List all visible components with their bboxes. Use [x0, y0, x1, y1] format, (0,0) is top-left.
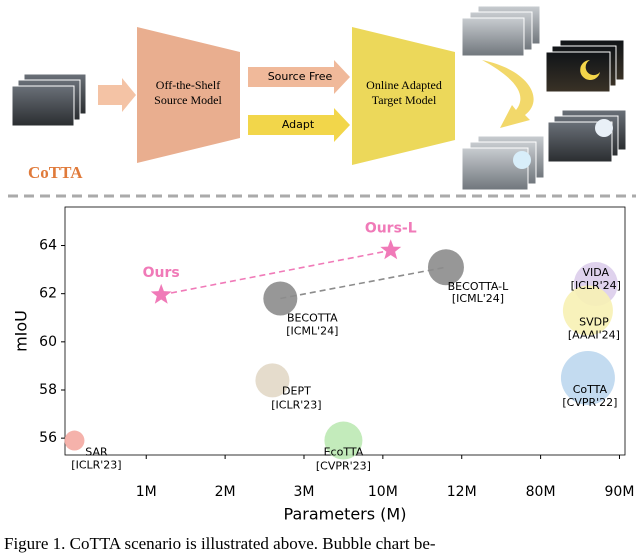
x-tick-label: 1M — [136, 484, 157, 500]
source-model-fo: Off-the-Shelf Source Model — [154, 78, 222, 107]
cycle-arrow — [482, 60, 534, 128]
trend-line — [280, 266, 447, 300]
star-marker — [150, 283, 172, 304]
point-label: Ours — [143, 265, 180, 281]
y-axis-label: mIoU — [12, 310, 31, 352]
y-tick-label: 64 — [39, 238, 57, 254]
source-free-arrow — [248, 60, 350, 94]
venue-label: [ICML'24] — [452, 292, 504, 305]
point-label: SVDP — [579, 316, 609, 329]
input-arrow — [98, 78, 136, 112]
x-tick-label: 10M — [368, 484, 398, 500]
bubble — [324, 421, 363, 460]
venue-label: [ICLR'23] — [71, 459, 121, 472]
bubble — [562, 285, 613, 336]
bubble — [263, 281, 298, 316]
plot-frame — [64, 206, 626, 456]
y-tick-label: 56 — [39, 430, 57, 446]
point-label: VIDA — [583, 266, 610, 279]
target-model-block — [352, 27, 455, 165]
point-label: CoTTA — [573, 383, 608, 396]
venue-label: [ICLR'24] — [571, 279, 621, 292]
point-label: Ours-L — [365, 220, 417, 236]
star-marker — [380, 239, 402, 260]
trend-line — [161, 249, 391, 296]
bubble — [64, 430, 85, 451]
input-images — [11, 73, 87, 127]
venue-label: [CVPR'22] — [562, 396, 617, 409]
adapt-arrow — [248, 108, 350, 142]
target-model-label: Online Adapted Target Model — [366, 78, 442, 107]
source-model-label: Off-the-Shelf Source Model — [154, 78, 222, 107]
y-tick-label: 60 — [39, 334, 57, 350]
method-label: CoTTA — [28, 163, 83, 182]
bubble — [255, 363, 290, 398]
x-tick-label: 2M — [215, 484, 236, 500]
x-tick-label: 3M — [293, 484, 314, 500]
bubble — [427, 249, 464, 286]
point-label: BECOTTA-L — [448, 280, 509, 293]
venue-label: [AAAI'24] — [568, 329, 620, 342]
target-images — [461, 5, 627, 191]
point-label: BECOTTA — [287, 311, 338, 324]
point-label: EcoTTA — [324, 446, 364, 459]
source-free-label: Source Free — [268, 70, 333, 83]
venue-label: [ICML'24] — [286, 324, 338, 337]
venue-label: [ICLR'23] — [271, 398, 321, 411]
point-label: DEPT — [282, 384, 311, 397]
x-tick-label: 90M — [605, 484, 635, 500]
x-axis-label: Parameters (M) — [284, 505, 407, 524]
bubble — [560, 350, 615, 405]
adapt-label: Adapt — [282, 118, 315, 131]
y-tick-label: 58 — [39, 382, 57, 398]
point-label: SAR — [85, 446, 108, 459]
source-model-block — [137, 27, 240, 163]
x-tick-label: 12M — [447, 484, 477, 500]
caption: Figure 1. CoTTA scenario is illustrated … — [4, 534, 436, 553]
y-tick-label: 62 — [39, 286, 57, 302]
venue-label: [CVPR'23] — [316, 460, 371, 473]
diagram: Off-the-Shelf Source Model Source Free A… — [11, 5, 627, 191]
plot: 56 58 60 62 64 1M 2M 3M 10M 12M 80M 90M Ours Ours-L SA… — [39, 220, 634, 500]
target-model-fo: Online Adapted Target Model — [366, 78, 442, 107]
x-tick-label: 80M — [526, 484, 556, 500]
